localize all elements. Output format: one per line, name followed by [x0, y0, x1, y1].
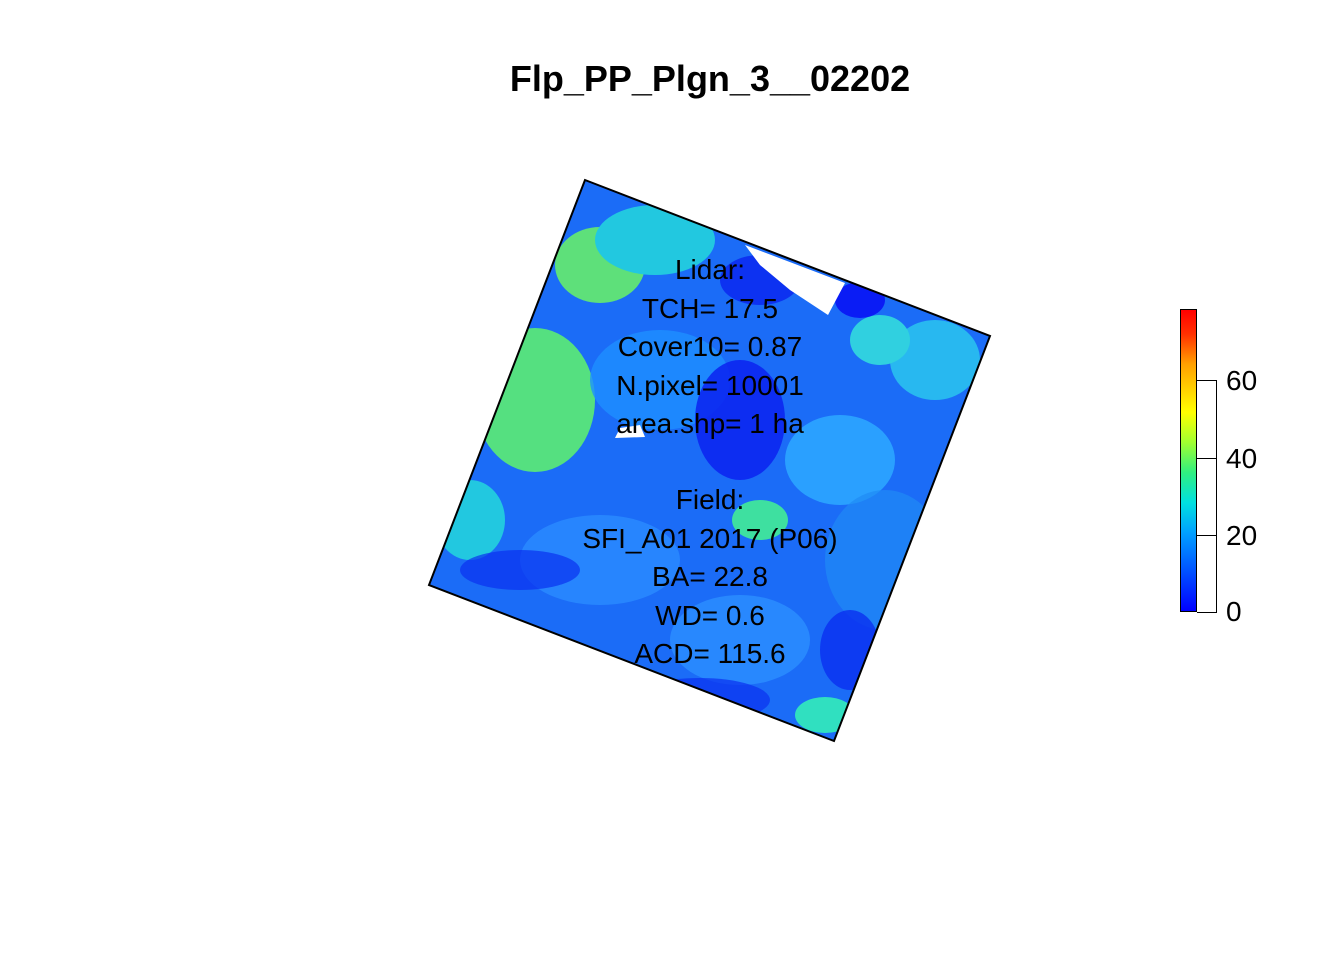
- field-ba: BA= 22.8: [652, 561, 768, 592]
- legend-tick-label: 20: [1226, 520, 1258, 551]
- field-wd: WD= 0.6: [655, 599, 765, 631]
- plot-boundary: [427, 178, 992, 743]
- plot-title: Flp_PP_Plgn_3__02202: [509, 58, 911, 99]
- field-stats: Field: SFI_A01 2017 (P06) BA= 22.8 WD= 0…: [410, 481, 1010, 674]
- lidar-npixel: N.pixel= 10001: [616, 369, 804, 401]
- lidar-area: area.shp= 1 ha: [616, 408, 804, 439]
- legend-tick: [1197, 535, 1217, 536]
- field-plot: SFI_A01 2017 (P06): [582, 522, 838, 554]
- lidar-heading: Lidar:: [674, 254, 746, 285]
- lidar-tch: TCH= 17.5: [641, 292, 779, 324]
- legend-tick-label: 60: [1226, 365, 1258, 396]
- legend-tick-label: 0: [1226, 596, 1242, 627]
- field-heading: Field:: [675, 484, 745, 515]
- color-legend-bar: [1180, 309, 1197, 612]
- lidar-cover10: Cover10= 0.87: [617, 331, 803, 362]
- legend-tick: [1197, 612, 1217, 613]
- legend-tick: [1197, 458, 1217, 459]
- field-acd: ACD= 115.6: [634, 638, 786, 669]
- legend-axis: [1216, 380, 1217, 613]
- no-data-area: [745, 245, 845, 315]
- legend-tick: [1197, 380, 1217, 381]
- legend-tick-label: 40: [1226, 443, 1258, 474]
- lidar-stats: Lidar: TCH= 17.5 Cover10= 0.87 N.pixel= …: [410, 251, 1010, 444]
